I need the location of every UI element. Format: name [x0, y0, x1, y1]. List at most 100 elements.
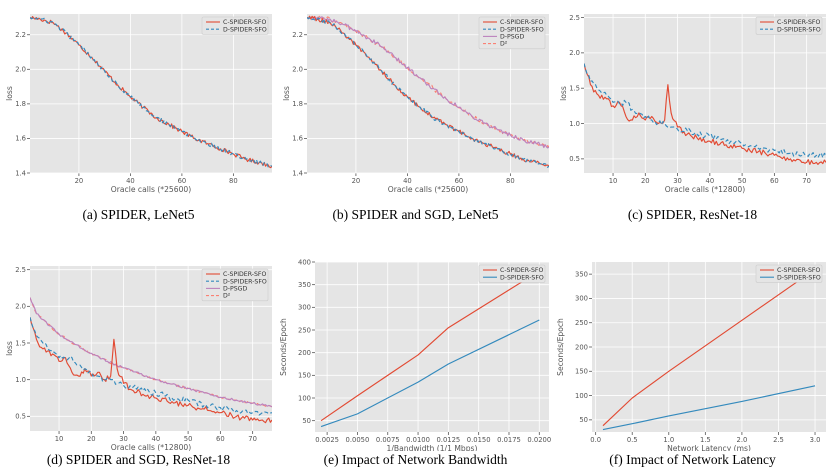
plot-area	[584, 14, 826, 173]
y-tick-label: 400	[298, 258, 311, 266]
y-tick-label: 1.6	[292, 135, 303, 143]
caption-f: (f) Impact of Network Latency	[609, 452, 776, 467]
series-line-c-spider-sfo	[30, 317, 272, 424]
chart-panel-c: 10 20 30 40 50 60 70 0.5 1.0 1.5 2.0 2.5 Oracle call…	[554, 0, 831, 195]
y-tick-label: 100	[575, 392, 588, 400]
y-tick-label: 1.0	[15, 376, 26, 384]
caption-e: (e) Impact of Network Bandwidth	[323, 452, 508, 467]
y-tick-label: 1.5	[569, 85, 580, 93]
legend-label: C-SPIDER-SFO	[500, 19, 543, 26]
y-tick-label: 50	[302, 417, 311, 425]
series-line-c-spider-sfo	[320, 270, 540, 422]
x-tick-label: 0.0150	[467, 436, 491, 444]
caption-d: (d) SPIDER and SGD, ResNet-18	[46, 452, 231, 467]
y-tick-label: 100	[298, 394, 311, 402]
series-line-c-spider-sfo	[307, 15, 549, 167]
y-axis-label: loss	[5, 86, 14, 101]
x-tick-label: 40	[126, 177, 135, 185]
legend-label: C-SPIDER-SFO	[777, 267, 820, 274]
x-tick-label: 50	[738, 177, 747, 185]
y-axis-label: Seconds/Epoch	[279, 318, 288, 376]
legend-label: D-PSGD	[223, 286, 247, 293]
caption-c: (c) SPIDER, ResNet-18	[627, 207, 758, 222]
y-tick-label: 250	[575, 319, 588, 327]
x-tick-label: 30	[119, 435, 128, 443]
y-tick-label: 300	[298, 304, 311, 312]
x-tick-label: 60	[178, 177, 187, 185]
y-tick-label: 1.6	[15, 135, 26, 143]
series-line-d-psgd	[30, 297, 272, 408]
y-tick-label: 1.4	[15, 169, 26, 177]
series-line-d-spider-sfo	[320, 319, 540, 428]
legend-label: D²	[500, 41, 508, 48]
y-tick-label: 50	[579, 416, 588, 424]
x-tick-label: 40	[706, 177, 715, 185]
y-tick-label: 2.2	[292, 31, 303, 39]
legend-box	[755, 264, 823, 283]
series-line-c-spider-sfo	[602, 268, 816, 427]
chart-svg-d: 10 20 30 40 50 60 70 0.5 1.0 1.5 2.0 2.5 Oracle call…	[5, 266, 272, 452]
y-tick-label: 1.8	[292, 100, 303, 108]
x-tick-label: 30	[673, 177, 682, 185]
y-tick-label: 1.4	[292, 169, 303, 177]
x-tick-label: 80	[506, 177, 515, 185]
y-tick-label: 2.0	[15, 66, 26, 74]
y-tick-label: 2.0	[292, 66, 303, 74]
x-tick-label: 60	[455, 177, 464, 185]
x-tick-label: 0.0175	[497, 436, 521, 444]
x-axis-label: Network Latency (ms)	[667, 444, 751, 451]
x-tick-label: 20	[641, 177, 650, 185]
x-tick-label: 40	[403, 177, 412, 185]
x-axis-label: Oracle calls (*12800)	[111, 443, 191, 451]
x-tick-label: 10	[55, 435, 64, 443]
legend-label: D-SPIDER-SFO	[500, 26, 544, 33]
x-tick-label: 80	[229, 177, 238, 185]
y-tick-label: 200	[298, 349, 311, 357]
y-tick-label: 300	[575, 295, 588, 303]
x-tick-label: 70	[248, 435, 257, 443]
x-axis-label: 1/Bandwidth (1/1 Mbps)	[387, 444, 478, 451]
y-tick-label: 2.5	[15, 266, 26, 274]
legend-label: D-SPIDER-SFO	[500, 274, 544, 281]
x-tick-label: 40	[152, 435, 161, 443]
legend-label: D²	[223, 293, 231, 300]
x-tick-label: 0.0	[590, 436, 601, 444]
legend-label: D-SPIDER-SFO	[223, 26, 267, 33]
y-tick-label: 0.5	[569, 155, 580, 163]
x-axis-label: Oracle calls (*12800)	[665, 185, 745, 194]
y-tick-label: 2.0	[569, 49, 580, 57]
legend-label: C-SPIDER-SFO	[223, 271, 266, 278]
legend-label: C-SPIDER-SFO	[223, 19, 266, 26]
y-axis-label: loss	[559, 86, 568, 101]
legend-label: C-SPIDER-SFO	[500, 267, 543, 274]
legend-label: D-SPIDER-SFO	[223, 278, 267, 285]
caption-b: (b) SPIDER and SGD, LeNet5	[332, 207, 499, 222]
x-tick-label: 20	[75, 177, 84, 185]
chart-panel-d: 10 20 30 40 50 60 70 0.5 1.0 1.5 2.0 2.5 Oracle call…	[0, 256, 277, 452]
chart-panel-e: 0.0025 0.0050 0.0075 0.0100 0.0125 0.0150 0.01…	[277, 256, 554, 453]
legend-label: D-SPIDER-SFO	[777, 26, 821, 33]
legend-label: D-SPIDER-SFO	[777, 274, 821, 281]
x-tick-label: 0.5	[627, 436, 638, 444]
y-tick-label: 350	[298, 281, 311, 289]
legend-box	[478, 16, 546, 50]
y-tick-label: 150	[575, 368, 588, 376]
y-tick-label: 350	[575, 270, 588, 278]
x-tick-label: 50	[184, 435, 193, 443]
x-tick-label: 2.0	[737, 436, 748, 444]
x-tick-label: 60	[216, 435, 225, 443]
legend-box	[201, 16, 269, 35]
series-line-d-	[307, 15, 549, 148]
y-tick-label: 2.0	[15, 303, 26, 311]
plot-area	[30, 14, 272, 173]
plot-area	[315, 262, 549, 432]
legend-box	[478, 264, 546, 283]
x-tick-label: 1.5	[700, 436, 711, 444]
chart-panel-f: 0.0 0.5 1.0 1.5 2.0 2.5 3.0 50 100 150 200 250 300 35…	[554, 256, 831, 453]
legend-box	[755, 16, 823, 35]
